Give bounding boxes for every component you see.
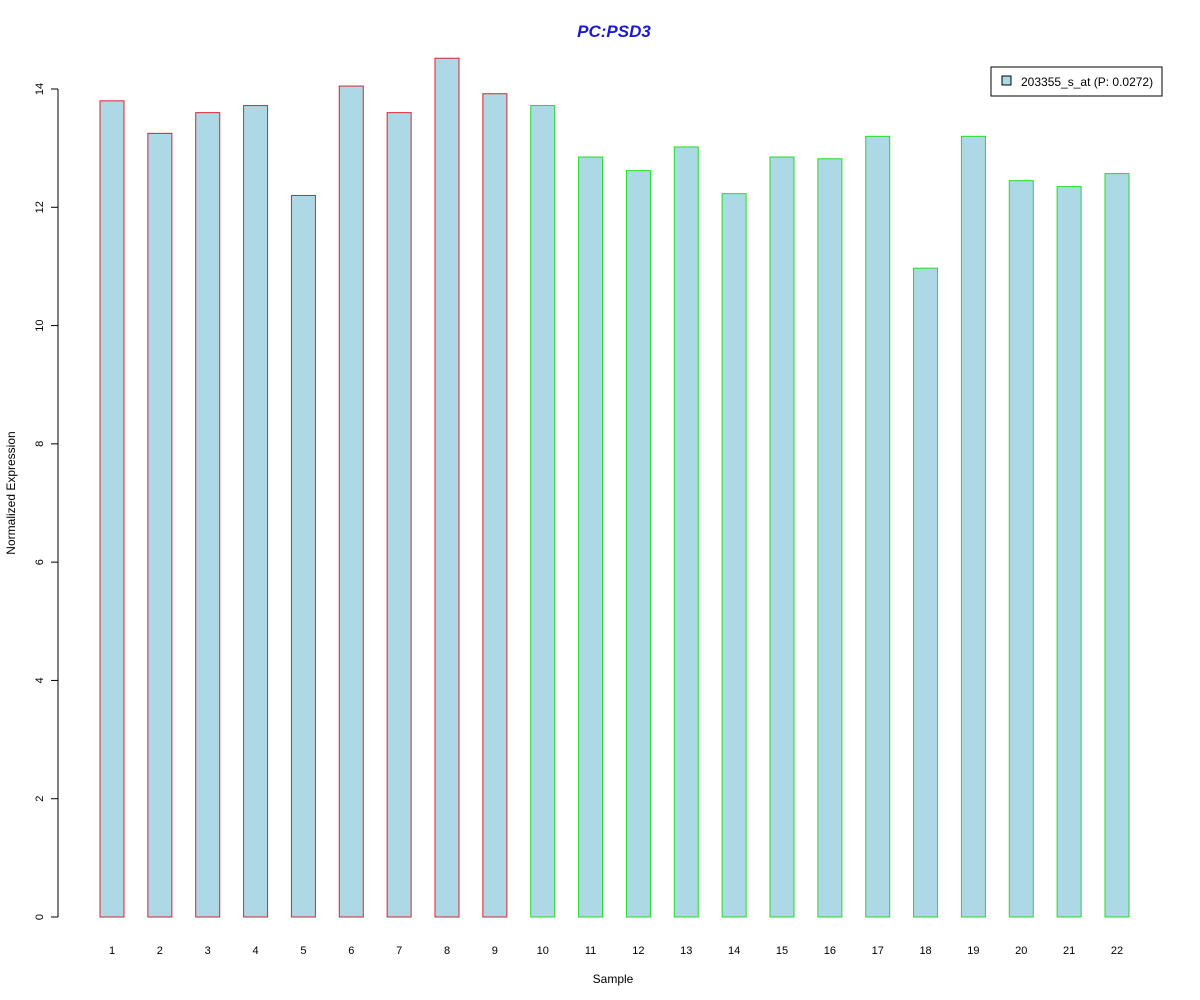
legend-box [990, 66, 1163, 97]
x-tick-label: 17 [872, 945, 884, 957]
x-tick-label: 18 [919, 945, 931, 957]
bar-sample-19 [960, 135, 986, 918]
x-tick-label: 22 [1111, 945, 1123, 957]
bar-sample-15 [769, 156, 795, 918]
bar-sample-18 [913, 267, 939, 918]
legend: 203355_s_at (P: 0.0272) [990, 66, 1163, 97]
x-tick-label: 13 [680, 945, 692, 957]
x-tick-label: 5 [300, 945, 306, 957]
x-tick-label: 21 [1063, 945, 1075, 957]
bar-sample-1 [99, 100, 125, 918]
x-tick-label: 8 [444, 945, 450, 957]
legend-swatch [1001, 75, 1012, 86]
bar-sample-3 [195, 112, 221, 918]
bar-sample-6 [338, 85, 364, 918]
bar-sample-20 [1008, 180, 1034, 918]
x-tick-label: 15 [776, 945, 788, 957]
y-tick-label: 10 [34, 319, 46, 331]
x-tick-label: 20 [1015, 945, 1027, 957]
x-axis-label: Sample [593, 972, 634, 986]
bar-sample-9 [482, 93, 508, 918]
bar-sample-8 [434, 57, 460, 918]
x-tick-label: 14 [728, 945, 740, 957]
y-tick-label: 4 [34, 677, 46, 683]
x-tick-label: 19 [967, 945, 979, 957]
x-tick-label: 7 [396, 945, 402, 957]
bar-sample-22 [1104, 173, 1130, 918]
bar-sample-14 [721, 193, 747, 918]
x-tick-label: 11 [585, 945, 596, 957]
bar-sample-13 [673, 146, 699, 918]
bar-sample-21 [1056, 186, 1082, 918]
x-tick-label: 10 [537, 945, 549, 957]
y-axis-label: Normalized Expression [4, 431, 18, 554]
x-tick-label: 9 [492, 945, 498, 957]
x-tick-label: 16 [824, 945, 836, 957]
bar-sample-17 [865, 135, 891, 918]
x-tick-label: 12 [632, 945, 644, 957]
x-tick-label: 2 [157, 945, 163, 957]
y-tick-label: 14 [34, 83, 46, 95]
y-tick-label: 6 [34, 559, 46, 565]
bar-sample-5 [290, 194, 316, 918]
x-tick-label: 4 [253, 945, 259, 957]
x-tick-label: 3 [205, 945, 211, 957]
y-tick-label: 12 [34, 201, 46, 213]
x-tick-labels: 1 2 3 4 5 6 7 8 9 10 11 12 13 14 15 16 17 18 19 20 21 22 [109, 945, 1123, 957]
bar-sample-7 [386, 112, 412, 918]
bar-sample-16 [817, 158, 843, 918]
legend-label: 203355_s_at (P: 0.0272) [1021, 75, 1153, 89]
y-tick-label: 2 [34, 796, 46, 802]
bar-sample-4 [243, 105, 269, 918]
bars-group [99, 57, 1130, 918]
y-axis: 0 2 4 6 8 10 12 14 [34, 83, 59, 920]
x-tick-label: 1 [109, 945, 115, 957]
bar-sample-11 [578, 156, 604, 918]
bar-sample-12 [625, 170, 651, 918]
y-tick-label: 8 [34, 441, 46, 447]
y-tick-label: 0 [34, 914, 46, 920]
bar-sample-2 [147, 132, 173, 918]
bar-sample-10 [530, 105, 556, 918]
x-tick-label: 6 [348, 945, 354, 957]
chart-title: PC:PSD3 [577, 22, 651, 41]
